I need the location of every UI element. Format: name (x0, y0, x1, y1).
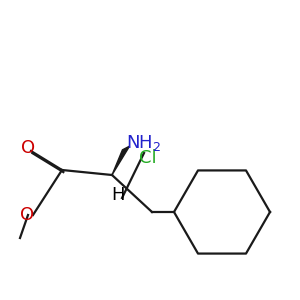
Polygon shape (112, 146, 130, 175)
Text: Cl: Cl (139, 149, 157, 167)
Text: O: O (20, 206, 34, 224)
Text: H: H (111, 186, 125, 204)
Text: NH$_2$: NH$_2$ (126, 133, 162, 153)
Text: O: O (21, 139, 35, 157)
